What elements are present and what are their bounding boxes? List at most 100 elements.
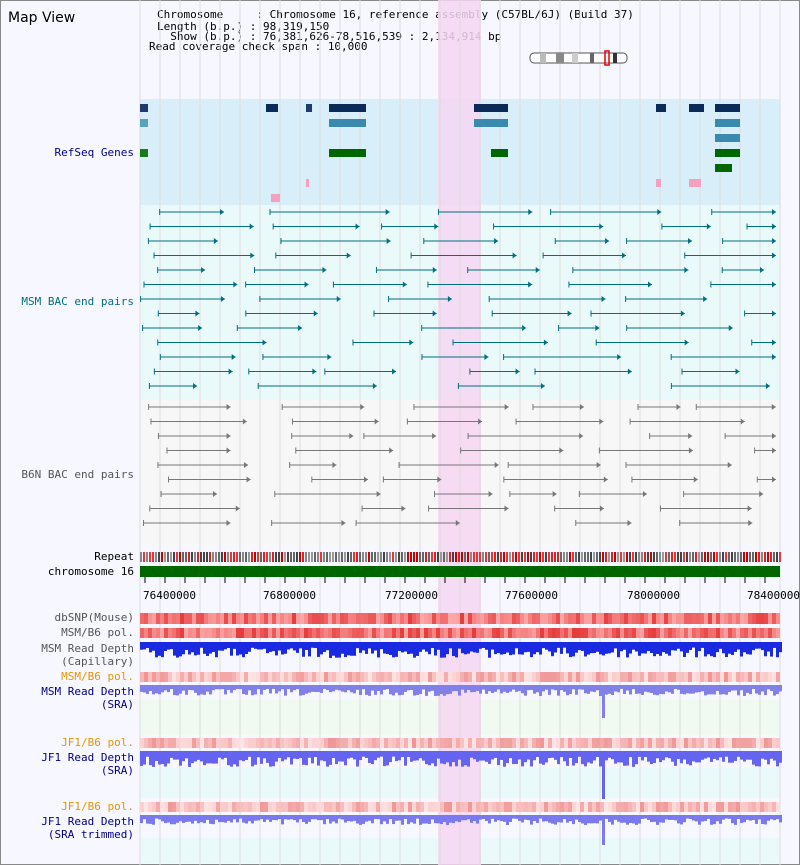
repeat-element [461, 552, 463, 562]
pol-cell [408, 628, 412, 638]
depth-bar [398, 642, 401, 651]
depth-bar [245, 685, 248, 695]
dbsnp-cell [508, 613, 512, 624]
depth-bar [599, 685, 602, 696]
depth-bar [713, 642, 716, 658]
depth-bar [152, 751, 155, 767]
depth-bar [401, 642, 404, 653]
depth-bar [746, 642, 749, 655]
repeat-element [665, 552, 667, 562]
msm-bac-pair [385, 209, 390, 215]
track-label-b6n-bac[interactable]: B6N BAC end pairs [21, 468, 134, 481]
pol-cell [188, 802, 192, 812]
dbsnp-cell [472, 613, 476, 624]
track-label-jf1-pol: JF1/B6 pol. [61, 736, 134, 749]
pol-cell [168, 628, 172, 638]
dbsnp-cell [568, 613, 572, 624]
dbsnp-cell [764, 613, 768, 624]
depth-bar [749, 642, 752, 655]
depth-bar [530, 815, 533, 825]
depth-bar [593, 685, 596, 692]
pol-cell [236, 802, 240, 812]
depth-bar [704, 685, 707, 696]
b6n-bac-pair [478, 418, 483, 425]
pol-cell [632, 628, 636, 638]
repeat-element [485, 552, 487, 562]
depth-bar [740, 642, 743, 657]
dbsnp-cell [312, 613, 316, 624]
depth-bar [353, 685, 356, 694]
pol-cell [776, 672, 780, 682]
depth-bar [521, 751, 524, 767]
repeat-element [692, 552, 694, 562]
pol-cell [628, 628, 632, 638]
depth-bar [695, 685, 698, 693]
pol-cell [596, 672, 600, 682]
pol-cell [676, 738, 680, 748]
repeat-element [278, 552, 280, 562]
msm-bac-pair [249, 223, 254, 230]
depth-bar [272, 642, 275, 652]
depth-bar [242, 815, 245, 823]
depth-bar [284, 685, 287, 696]
depth-bar [653, 642, 656, 657]
depth-bar [566, 642, 569, 654]
depth-bar [278, 751, 281, 758]
repeat-element [572, 552, 574, 562]
depth-bar [479, 815, 482, 820]
pol-cell [404, 802, 408, 812]
depth-bar [638, 685, 641, 694]
pol-cell [448, 672, 452, 682]
pol-cell [228, 802, 232, 812]
dbsnp-cell [452, 613, 456, 624]
repeat-element [317, 552, 319, 562]
track-label-refseq-genes[interactable]: RefSeq Genes [54, 146, 134, 159]
track-label-msm-bac[interactable]: MSM BAC end pairs [21, 295, 134, 308]
pol-cell [288, 738, 292, 748]
pol-cell [480, 628, 484, 638]
repeat-element [419, 552, 421, 562]
pol-cell [344, 672, 348, 682]
pol-cell [608, 672, 612, 682]
b6n-bac-pair [579, 404, 584, 410]
depth-bar [320, 642, 323, 655]
depth-bar [467, 685, 470, 691]
pol-cell [376, 738, 380, 748]
pol-cell [208, 628, 212, 638]
b6n-bac-pair [494, 462, 499, 468]
dbsnp-cell [768, 613, 772, 624]
depth-bar [179, 815, 182, 822]
pol-cell [604, 672, 608, 682]
depth-bar [182, 685, 185, 691]
depth-bar [404, 751, 407, 766]
depth-bar [602, 685, 605, 718]
depth-bar [197, 685, 200, 696]
pol-cell [296, 802, 300, 812]
pol-cell [764, 628, 768, 638]
depth-bar [215, 751, 218, 764]
pol-cell [608, 802, 612, 812]
pol-cell [416, 802, 420, 812]
repeat-element [437, 552, 439, 562]
pol-cell [728, 738, 732, 748]
depth-bar [557, 685, 560, 696]
depth-bar [569, 751, 572, 758]
depth-bar [221, 751, 224, 760]
pol-cell [464, 738, 468, 748]
depth-bar [563, 685, 566, 692]
depth-bar [554, 815, 557, 825]
depth-bar [185, 751, 188, 759]
repeat-element [614, 552, 616, 562]
depth-bar [323, 642, 326, 652]
depth-bar [503, 751, 506, 767]
depth-bar [371, 815, 374, 824]
depth-bar [380, 815, 383, 825]
depth-bar [233, 815, 236, 820]
refseq-gene [715, 119, 740, 127]
depth-bar [323, 751, 326, 762]
depth-bar [299, 685, 302, 696]
depth-bar [770, 815, 773, 820]
depth-bar [320, 685, 323, 693]
msm-bac-pair [304, 281, 309, 288]
